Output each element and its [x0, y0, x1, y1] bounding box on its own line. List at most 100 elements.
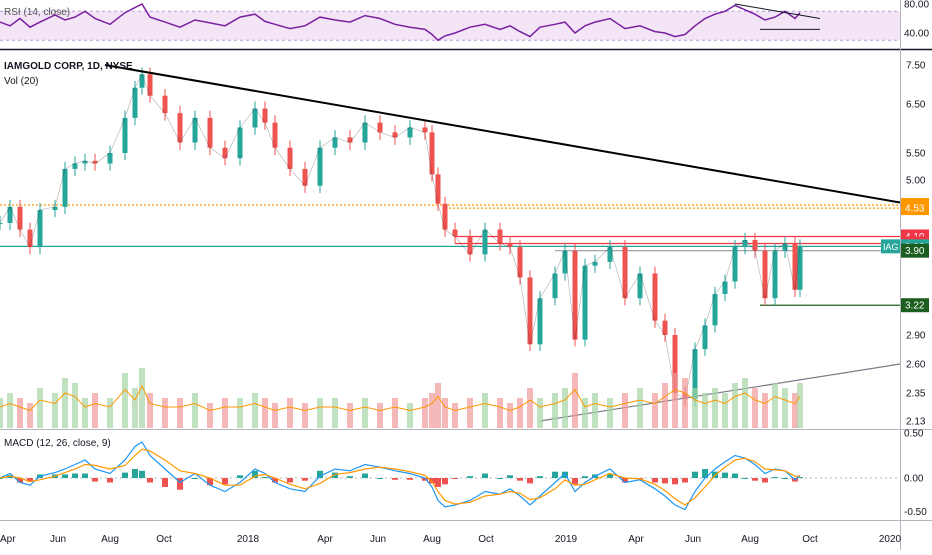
rsi-trendline [734, 3, 821, 19]
macd-histogram-bar [147, 478, 153, 483]
macd-histogram-bar [132, 469, 138, 478]
candle-body [662, 320, 668, 335]
rsi-band [0, 11, 900, 41]
macd-histogram-bar [772, 477, 778, 479]
volume-bar [237, 398, 243, 428]
candle-body [147, 74, 153, 96]
time-tick-label: Oct [802, 534, 818, 545]
price-tick-label: 2.13 [906, 417, 926, 428]
candle-body [722, 281, 728, 294]
volume-bar [82, 398, 88, 428]
volume-bar [752, 388, 758, 428]
macd-histogram-bar [742, 478, 748, 479]
volume-bar [347, 403, 353, 428]
time-tick-label: Jun [685, 534, 701, 545]
candle-body [527, 277, 533, 345]
candle-body [712, 293, 718, 326]
candle-body [7, 206, 13, 223]
volume-bar [27, 403, 33, 428]
macd-histogram-bar [552, 471, 558, 478]
volume-bar [442, 398, 448, 428]
macd-histogram-bar [62, 474, 68, 478]
volume-bar [139, 368, 145, 428]
candle-body [62, 168, 68, 207]
candle-body [422, 127, 428, 133]
volume-bar [527, 388, 533, 428]
candle-body [572, 250, 578, 340]
macd-histogram-bar [682, 478, 688, 483]
rsi-tick-label: 40.00 [904, 29, 929, 40]
volume-bar [797, 383, 803, 428]
macd-histogram-bar [527, 478, 533, 484]
macd-histogram-bar [762, 478, 768, 483]
candle-body [302, 168, 308, 186]
macd-histogram-bar [287, 478, 293, 483]
volume-bar [782, 388, 788, 428]
time-tick-label: Apr [317, 534, 333, 545]
macd-histogram-bar [582, 476, 588, 478]
macd-histogram-bar [162, 478, 168, 487]
volume-bar [392, 398, 398, 428]
candle-body [37, 209, 43, 248]
volume-bar [722, 393, 728, 428]
macd-histogram-bar [0, 478, 3, 479]
volume-bar [62, 378, 68, 428]
candle-body [192, 117, 198, 143]
volume-bar [537, 398, 543, 428]
candle-body [782, 243, 788, 251]
candle-body [347, 137, 353, 143]
volume-bar [732, 383, 738, 428]
candle-body [752, 239, 758, 251]
macd-histogram-bar [702, 469, 708, 478]
volume-bar [607, 398, 613, 428]
candle-body [92, 160, 98, 164]
candle-body [287, 147, 293, 169]
candle-body [762, 250, 768, 299]
candle-body [702, 325, 708, 350]
volume-bar [287, 398, 293, 428]
macd-histogram-bar [662, 478, 668, 484]
macd-histogram-bar [262, 477, 268, 479]
volume-bar [192, 393, 198, 428]
rsi-title: RSI (14, close) [4, 7, 71, 18]
macd-histogram-bar [177, 478, 183, 490]
candle-body [252, 108, 258, 128]
trendline-downtrend [104, 64, 901, 204]
candle-body [162, 95, 168, 114]
volume-bar [592, 393, 598, 428]
volume-bar [637, 388, 643, 428]
macd-histogram-bar [92, 478, 98, 482]
macd-histogram-bar [562, 471, 568, 478]
price-tick-label: 5.00 [906, 176, 926, 187]
macd-histogram-bar [672, 478, 678, 485]
macd-histogram-bar [797, 477, 803, 479]
volume-bar [122, 373, 128, 428]
candle-body [377, 122, 383, 133]
macd-histogram-bar [422, 478, 428, 481]
volume-bar [377, 403, 383, 428]
volume-bar [662, 383, 668, 428]
symbol-title: IAMGOLD CORP, 1D, NYSE [4, 61, 133, 72]
candle-body [607, 247, 613, 262]
price-badge: 3.22 [905, 301, 925, 312]
macd-histogram-bar [347, 476, 353, 478]
candle-body [0, 222, 3, 224]
volume-bar [772, 383, 778, 428]
macd-histogram-bar [722, 472, 728, 478]
price-badge-bg [901, 201, 929, 216]
volume-bar [7, 393, 13, 428]
candle-body [582, 265, 588, 340]
price-badge-bg [901, 243, 929, 258]
volume-bar [582, 398, 588, 428]
macd-histogram-bar [207, 478, 213, 486]
macd-histogram-bar [272, 478, 278, 483]
volume-bar [422, 398, 428, 428]
rsi-line [0, 3, 801, 42]
volume-bar [507, 403, 513, 428]
macd-histogram-bar [517, 478, 523, 481]
candle-body [452, 229, 458, 237]
candle-body [132, 87, 138, 118]
macd-histogram-bar [482, 473, 488, 478]
volume-bar [162, 398, 168, 428]
